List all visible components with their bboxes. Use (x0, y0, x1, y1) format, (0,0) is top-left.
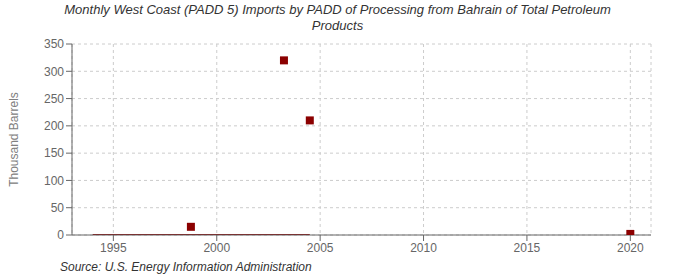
svg-text:2020: 2020 (617, 241, 644, 255)
svg-text:2000: 2000 (203, 241, 230, 255)
html-text:Monthly West Coast (PADD 5) Im: Monthly West Coast (PADD 5) Imports by P… (64, 2, 611, 17)
svg-text:0: 0 (57, 228, 64, 242)
html-text:Products: Products (311, 18, 364, 33)
svg-text:250: 250 (44, 92, 64, 106)
html-text:Source: U.S. Energy Informatio: Source: U.S. Energy Information Administ… (60, 260, 312, 274)
svg-text:Thousand Barrels: Thousand Barrels (8, 92, 21, 187)
svg-text:100: 100 (44, 174, 64, 188)
svg-text:200: 200 (44, 119, 64, 133)
svg-text:2010: 2010 (410, 241, 437, 255)
svg-text:300: 300 (44, 65, 64, 79)
svg-text:2015: 2015 (514, 241, 541, 255)
svg-text:1995: 1995 (100, 241, 127, 255)
svg-text:150: 150 (44, 146, 64, 160)
svg-text:50: 50 (51, 201, 65, 215)
svg-text:350: 350 (44, 37, 64, 51)
svg-text:2005: 2005 (307, 241, 334, 255)
